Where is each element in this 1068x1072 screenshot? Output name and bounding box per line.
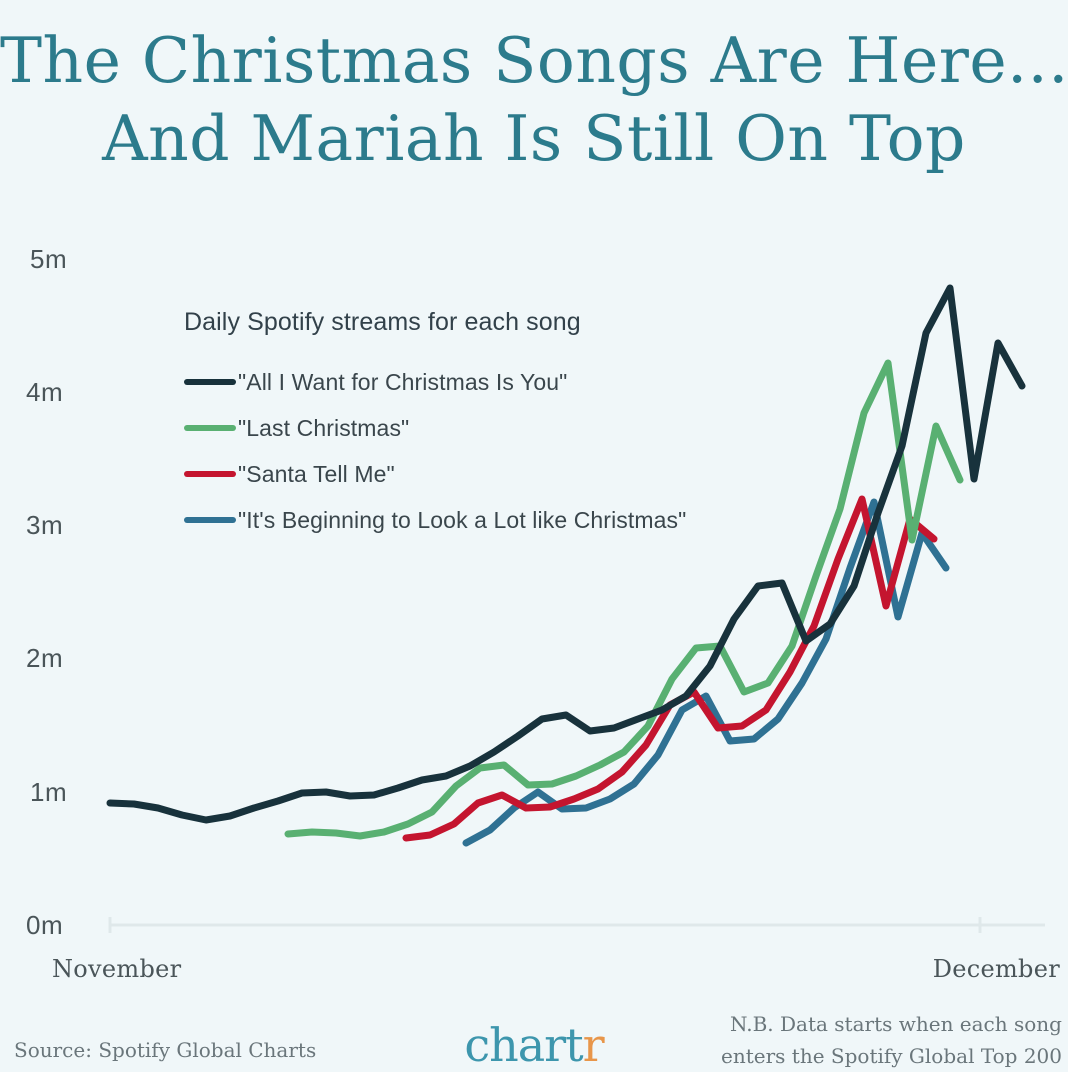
title-line-2: And Mariah Is Still On Top <box>102 102 966 175</box>
legend-label-last-christmas: "Last Christmas" <box>238 414 410 441</box>
y-tick-3m: 3m <box>26 510 64 540</box>
series-line-all-i-want <box>106 284 1026 824</box>
legend-heading: Daily Spotify streams for each song <box>184 308 581 336</box>
series-line-last-christmas <box>284 359 964 840</box>
footnote: N.B. Data starts when each song enters t… <box>642 1008 1062 1072</box>
chart-legend: Daily Spotify streams for each song "All… <box>184 308 744 543</box>
footnote-line-1: N.B. Data starts when each song <box>730 1012 1062 1036</box>
source-caption: Source: Spotify Global Charts <box>14 1038 317 1062</box>
legend-item-all-i-want[interactable]: "All I Want for Christmas Is You" <box>184 359 744 405</box>
legend-label-all-i-want: "All I Want for Christmas Is You" <box>238 368 568 395</box>
legend-item-last-christmas[interactable]: "Last Christmas" <box>184 405 744 451</box>
y-tick-2m: 2m <box>26 643 64 673</box>
chartr-logo: chartr <box>0 1018 1068 1072</box>
legend-label-santa-tell-me: "Santa Tell Me" <box>238 460 395 487</box>
legend-swatch-last-christmas <box>184 425 236 431</box>
x-tick-label-november: November <box>52 955 182 983</box>
legend-swatch-its-beginning <box>184 517 236 523</box>
legend-swatch-all-i-want <box>184 379 236 385</box>
logo-text-r: r <box>582 1018 605 1072</box>
footnote-line-2: enters the Spotify Global Top 200 <box>721 1044 1062 1068</box>
page-title: The Christmas Songs Are Here... And Mari… <box>0 22 1068 178</box>
logo-text-chart: chart <box>464 1018 583 1072</box>
legend-label-its-beginning: "It's Beginning to Look a Lot like Chris… <box>238 506 687 533</box>
y-tick-1m: 1m <box>30 777 68 807</box>
x-tick-label-december: December <box>932 955 1060 983</box>
y-tick-0m: 0m <box>26 910 64 940</box>
legend-swatch-santa-tell-me <box>184 471 236 477</box>
legend-item-its-beginning[interactable]: "It's Beginning to Look a Lot like Chris… <box>184 497 744 543</box>
title-line-1: The Christmas Songs Are Here... <box>0 24 1068 97</box>
y-tick-5m: 5m <box>30 244 68 274</box>
y-tick-4m: 4m <box>26 377 64 407</box>
legend-item-santa-tell-me[interactable]: "Santa Tell Me" <box>184 451 744 497</box>
